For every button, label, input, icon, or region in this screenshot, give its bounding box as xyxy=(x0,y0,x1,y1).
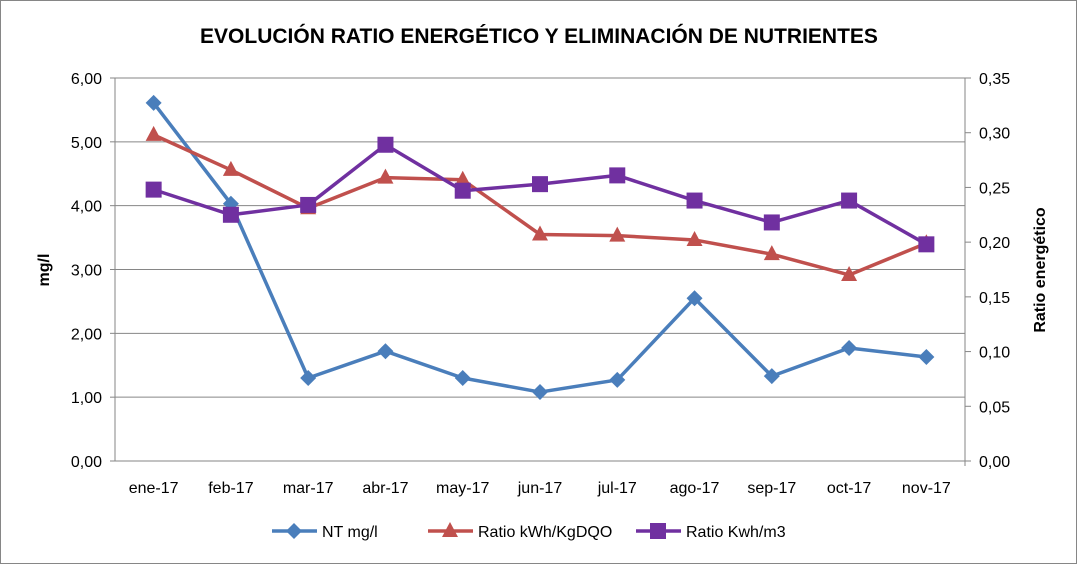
data-point xyxy=(454,170,471,186)
data-point xyxy=(841,192,858,209)
data-point xyxy=(145,181,162,198)
y2-tick-label: 0,25 xyxy=(979,180,1010,197)
legend-label: NT mg/l xyxy=(322,524,378,541)
x-tick-label: feb-17 xyxy=(208,480,253,497)
data-point xyxy=(609,226,626,242)
legend-marker xyxy=(286,523,302,539)
y-tick-label: 1,00 xyxy=(71,390,102,407)
data-point xyxy=(609,167,626,184)
y2-tick-label: 0,10 xyxy=(979,345,1010,362)
y2-tick-label: 0,05 xyxy=(979,399,1010,416)
data-point xyxy=(377,343,394,360)
data-point xyxy=(763,214,780,231)
x-tick-label: may-17 xyxy=(436,480,489,497)
y2-tick-label: 0,15 xyxy=(979,290,1010,307)
legend-label: Ratio kWh/KgDQO xyxy=(478,524,612,541)
x-tick-label: oct-17 xyxy=(827,480,872,497)
data-point xyxy=(377,168,394,184)
legend-label: Ratio Kwh/m3 xyxy=(686,524,786,541)
x-tick-label: ene-17 xyxy=(129,480,179,497)
x-tick-label: nov-17 xyxy=(902,480,951,497)
x-tick-label: abr-17 xyxy=(362,480,408,497)
data-point xyxy=(145,125,162,141)
data-point xyxy=(300,370,317,387)
legend-marker xyxy=(650,523,666,539)
y2-tick-label: 0,00 xyxy=(979,454,1010,471)
chart-title: EVOLUCIÓN RATIO ENERGÉTICO Y ELIMINACIÓN… xyxy=(200,24,878,48)
y-tick-label: 0,00 xyxy=(71,454,102,471)
y-tick-label: 3,00 xyxy=(71,263,102,280)
x-tick-label: ago-17 xyxy=(670,480,720,497)
x-tick-label: jul-17 xyxy=(597,480,637,497)
y-tick-label: 5,00 xyxy=(71,135,102,152)
data-point xyxy=(454,370,471,387)
data-point xyxy=(532,225,548,241)
data-point xyxy=(918,236,935,253)
data-point xyxy=(918,348,935,365)
data-point xyxy=(532,176,548,193)
y2-tick-label: 0,35 xyxy=(979,71,1010,88)
y-tick-label: 2,00 xyxy=(71,326,102,343)
y2-tick-label: 0,30 xyxy=(979,126,1010,143)
data-point xyxy=(454,182,471,199)
x-tick-label: mar-17 xyxy=(283,480,334,497)
data-point xyxy=(686,192,703,209)
data-point xyxy=(222,160,239,176)
data-point xyxy=(841,265,858,281)
data-point xyxy=(841,340,858,357)
data-point xyxy=(609,371,626,388)
y2-axis-label: Ratio energético xyxy=(1032,207,1049,333)
x-tick-label: sep-17 xyxy=(747,480,796,497)
y2-tick-label: 0,20 xyxy=(979,235,1010,252)
data-point xyxy=(222,206,239,223)
data-point xyxy=(763,245,780,261)
data-point xyxy=(377,136,394,153)
y-tick-label: 4,00 xyxy=(71,199,102,216)
data-point xyxy=(532,384,548,401)
series-line-1 xyxy=(152,133,928,277)
y-axis-label: mg/l xyxy=(36,254,53,287)
x-tick-label: jun-17 xyxy=(517,480,563,497)
data-point xyxy=(686,230,703,246)
data-point xyxy=(300,196,317,213)
series-line-0 xyxy=(152,101,927,394)
y-tick-label: 6,00 xyxy=(71,71,102,88)
data-point xyxy=(686,290,703,307)
data-point xyxy=(145,94,162,111)
legend-marker xyxy=(442,522,458,537)
data-point xyxy=(763,368,780,385)
